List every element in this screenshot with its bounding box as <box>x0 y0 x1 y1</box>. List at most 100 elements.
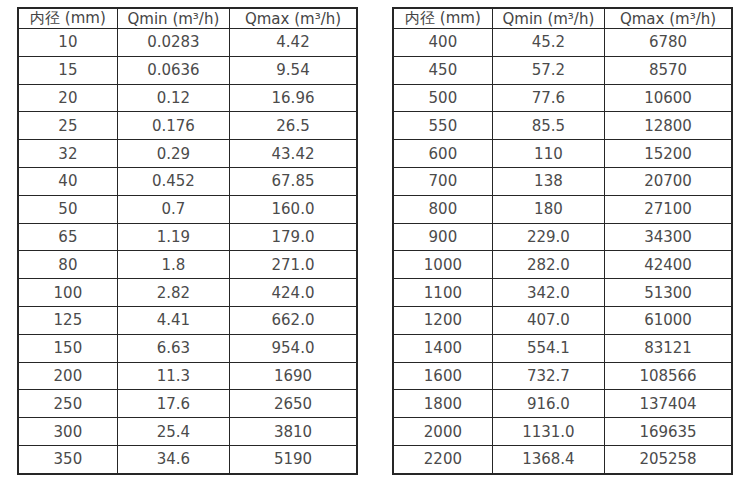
table-row: 250.17626.5 <box>18 112 357 140</box>
table-cell: 160.0 <box>230 195 357 223</box>
table-cell: 150 <box>18 334 117 362</box>
table-cell: 1800 <box>393 390 492 418</box>
table-row: 22001368.4205258 <box>393 445 732 474</box>
table-cell: 110 <box>492 140 604 168</box>
table-cell: 25.4 <box>117 418 229 446</box>
table-cell: 32 <box>18 140 117 168</box>
table-cell: 6.63 <box>117 334 229 362</box>
table-cell: 1100 <box>393 279 492 307</box>
table-row: 150.06369.54 <box>18 56 357 84</box>
table-cell: 42400 <box>605 251 732 279</box>
table-cell: 554.1 <box>492 334 604 362</box>
table-cell: 2650 <box>230 390 357 418</box>
table-cell: 85.5 <box>492 112 604 140</box>
table-row: 40045.26780 <box>393 29 732 57</box>
table-body: 40045.2678045057.2857050077.610600 55085.… <box>393 29 732 475</box>
table-cell: 4.41 <box>117 306 229 334</box>
table-cell: 550 <box>393 112 492 140</box>
table-cell: 0.0636 <box>117 56 229 84</box>
table-cell: 400 <box>393 29 492 57</box>
flow-spec-table-large-diameters: 内径 (mm) Qmin (m³/h) Qmax (m³/h) 40045.26… <box>392 7 733 475</box>
table-row: 651.19179.0 <box>18 223 357 251</box>
table-cell: 954.0 <box>230 334 357 362</box>
table-row: 200.1216.96 <box>18 84 357 112</box>
table-row: 1254.41662.0 <box>18 306 357 334</box>
table-cell: 17.6 <box>117 390 229 418</box>
table-cell: 10600 <box>605 84 732 112</box>
table-row: 100.02834.42 <box>18 29 357 57</box>
table-cell: 180 <box>492 195 604 223</box>
table-cell: 916.0 <box>492 390 604 418</box>
table-cell: 4.42 <box>230 29 357 57</box>
table-cell: 67.85 <box>230 167 357 195</box>
table-cell: 2.82 <box>117 279 229 307</box>
table-row: 320.2943.42 <box>18 140 357 168</box>
table-cell: 229.0 <box>492 223 604 251</box>
table-cell: 1690 <box>230 362 357 390</box>
table-cell: 50 <box>18 195 117 223</box>
table-cell: 9.54 <box>230 56 357 84</box>
table-cell: 300 <box>18 418 117 446</box>
header-cell-qmin: Qmin (m³/h) <box>117 8 229 29</box>
table-cell: 77.6 <box>492 84 604 112</box>
table-row: 25017.62650 <box>18 390 357 418</box>
header-row: 内径 (mm) Qmin (m³/h) Qmax (m³/h) <box>18 8 357 29</box>
table-cell: 1.19 <box>117 223 229 251</box>
table-cell: 34.6 <box>117 445 229 474</box>
table-cell: 26.5 <box>230 112 357 140</box>
table-cell: 500 <box>393 84 492 112</box>
table-row: 30025.43810 <box>18 418 357 446</box>
table-cell: 271.0 <box>230 251 357 279</box>
table-cell: 1600 <box>393 362 492 390</box>
table-cell: 0.176 <box>117 112 229 140</box>
table-row: 20011.31690 <box>18 362 357 390</box>
table-row: 500.7160.0 <box>18 195 357 223</box>
table-row: 45057.28570 <box>393 56 732 84</box>
table-cell: 25 <box>18 112 117 140</box>
table-cell: 2000 <box>393 418 492 446</box>
table-cell: 1368.4 <box>492 445 604 474</box>
table-cell: 0.7 <box>117 195 229 223</box>
table-cell: 205258 <box>605 445 732 474</box>
table-cell: 342.0 <box>492 279 604 307</box>
table-cell: 5190 <box>230 445 357 474</box>
table-cell: 350 <box>18 445 117 474</box>
table-cell: 10 <box>18 29 117 57</box>
header-cell-qmin: Qmin (m³/h) <box>492 8 604 29</box>
table-cell: 45.2 <box>492 29 604 57</box>
table-cell: 12800 <box>605 112 732 140</box>
table-cell: 600 <box>393 140 492 168</box>
table-cell: 61000 <box>605 306 732 334</box>
table-row: 20001131.0169635 <box>393 418 732 446</box>
table-row: 1800916.0137404 <box>393 390 732 418</box>
header-cell-diameter: 内径 (mm) <box>18 8 117 29</box>
header-cell-qmax: Qmax (m³/h) <box>230 8 357 29</box>
table-cell: 169635 <box>605 418 732 446</box>
table-cell: 65 <box>18 223 117 251</box>
table-cell: 6780 <box>605 29 732 57</box>
table-row: 1200407.061000 <box>393 306 732 334</box>
table-cell: 1200 <box>393 306 492 334</box>
table-cell: 57.2 <box>492 56 604 84</box>
table-cell: 83121 <box>605 334 732 362</box>
table-row: 1506.63954.0 <box>18 334 357 362</box>
table-row: 1002.82424.0 <box>18 279 357 307</box>
table-cell: 0.452 <box>117 167 229 195</box>
table-cell: 662.0 <box>230 306 357 334</box>
table-row: 1600732.7108566 <box>393 362 732 390</box>
table-cell: 0.0283 <box>117 29 229 57</box>
table-cell: 900 <box>393 223 492 251</box>
table-cell: 20700 <box>605 167 732 195</box>
table-cell: 0.29 <box>117 140 229 168</box>
table-cell: 200 <box>18 362 117 390</box>
table-cell: 3810 <box>230 418 357 446</box>
table-row: 70013820700 <box>393 167 732 195</box>
table-cell: 40 <box>18 167 117 195</box>
flow-spec-table-small-diameters: 内径 (mm) Qmin (m³/h) Qmax (m³/h) 100.0283… <box>17 7 358 475</box>
table-cell: 424.0 <box>230 279 357 307</box>
table-cell: 43.42 <box>230 140 357 168</box>
table-cell: 108566 <box>605 362 732 390</box>
table-cell: 80 <box>18 251 117 279</box>
table-cell: 1000 <box>393 251 492 279</box>
table-cell: 15200 <box>605 140 732 168</box>
